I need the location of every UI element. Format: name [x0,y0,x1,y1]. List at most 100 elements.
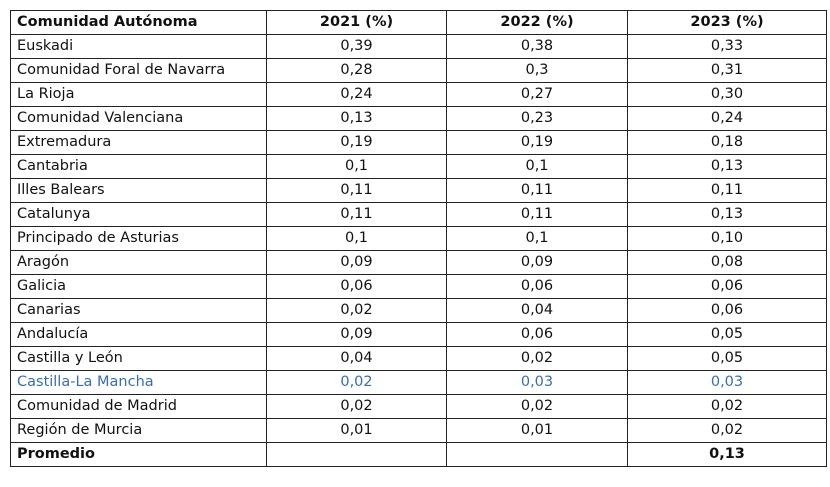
value-cell: 0,3 [446,58,628,83]
data-table: Comunidad Autónoma 2021 (%) 2022 (%) 2023 (… [10,10,827,467]
footer-row: Promedio 0,13 [10,442,827,467]
region-cell: Principado de Asturias [10,226,267,251]
value-cell: 0,02 [266,298,447,323]
footer-value: 0,13 [627,442,827,467]
table-row: Aragón 0,09 0,09 0,08 [10,250,827,275]
value-cell: 0,13 [627,202,827,227]
value-cell: 0,23 [446,106,628,131]
value-cell: 0,28 [266,58,447,83]
value-cell: 0,06 [266,274,447,299]
value-cell: 0,06 [627,298,827,323]
table-row: Comunidad Foral de Navarra 0,28 0,3 0,31 [10,58,827,83]
value-cell: 0,02 [627,418,827,443]
value-cell: 0,11 [446,202,628,227]
table-row: Euskadi 0,39 0,38 0,33 [10,34,827,59]
value-cell: 0,1 [446,226,628,251]
region-cell: Illes Balears [10,178,267,203]
region-cell: Región de Murcia [10,418,267,443]
table-footer: Promedio 0,13 [10,442,827,467]
value-cell: 0,10 [627,226,827,251]
region-cell: Euskadi [10,34,267,59]
table-row: Extremadura 0,19 0,19 0,18 [10,130,827,155]
value-cell: 0,38 [446,34,628,59]
region-cell: Castilla-La Mancha [10,370,267,395]
value-cell: 0,11 [266,202,447,227]
header-row: Comunidad Autónoma 2021 (%) 2022 (%) 2023 (… [10,10,827,35]
value-cell: 0,18 [627,130,827,155]
table-row: Comunidad de Madrid 0,02 0,02 0,02 [10,394,827,419]
value-cell: 0,04 [266,346,447,371]
value-cell: 0,06 [446,274,628,299]
region-cell: Cantabria [10,154,267,179]
value-cell: 0,1 [266,154,447,179]
value-cell: 0,09 [266,250,447,275]
value-cell: 0,1 [446,154,628,179]
value-cell: 0,02 [627,394,827,419]
footer-label: Promedio [10,442,267,467]
value-cell: 0,27 [446,82,628,107]
region-cell: Aragón [10,250,267,275]
region-cell: Comunidad Foral de Navarra [10,58,267,83]
value-cell: 0,11 [266,178,447,203]
value-cell: 0,19 [266,130,447,155]
value-cell: 0,05 [627,346,827,371]
value-cell: 0,03 [627,370,827,395]
value-cell: 0,03 [446,370,628,395]
region-cell: Castilla y León [10,346,267,371]
value-cell: 0,11 [627,178,827,203]
value-cell: 0,01 [446,418,628,443]
region-cell: Catalunya [10,202,267,227]
region-cell: Comunidad Valenciana [10,106,267,131]
table-row: Cantabria 0,1 0,1 0,13 [10,154,827,179]
value-cell: 0,39 [266,34,447,59]
table-header: Comunidad Autónoma 2021 (%) 2022 (%) 2023 (… [10,10,827,35]
header-cell: 2023 (%) [627,10,827,35]
table-body: Euskadi 0,39 0,38 0,33 Comunidad Foral de Na… [10,34,827,443]
region-cell: Canarias [10,298,267,323]
table-row: Castilla y León 0,04 0,02 0,05 [10,346,827,371]
value-cell: 0,31 [627,58,827,83]
table-row: Principado de Asturias 0,1 0,1 0,10 [10,226,827,251]
value-cell: 0,04 [446,298,628,323]
value-cell: 0,06 [446,322,628,347]
table-row: Canarias 0,02 0,04 0,06 [10,298,827,323]
header-cell: 2021 (%) [266,10,447,35]
value-cell: 0,09 [446,250,628,275]
value-cell: 0,19 [446,130,628,155]
table-row: Catalunya 0,11 0,11 0,13 [10,202,827,227]
region-cell: La Rioja [10,82,267,107]
value-cell: 0,1 [266,226,447,251]
empty-cell [266,442,447,467]
value-cell: 0,13 [627,154,827,179]
table-row: Región de Murcia 0,01 0,01 0,02 [10,418,827,443]
value-cell: 0,09 [266,322,447,347]
value-cell: 0,02 [266,370,447,395]
table-row: La Rioja 0,24 0,27 0,30 [10,82,827,107]
region-cell: Extremadura [10,130,267,155]
region-cell: Comunidad de Madrid [10,394,267,419]
value-cell: 0,24 [627,106,827,131]
value-cell: 0,01 [266,418,447,443]
value-cell: 0,30 [627,82,827,107]
header-cell: Comunidad Autónoma [10,10,267,35]
value-cell: 0,33 [627,34,827,59]
value-cell: 0,02 [266,394,447,419]
value-cell: 0,06 [627,274,827,299]
value-cell: 0,13 [266,106,447,131]
value-cell: 0,02 [446,394,628,419]
table-row: Castilla-La Mancha 0,02 0,03 0,03 [10,370,827,395]
table-row: Andalucía 0,09 0,06 0,05 [10,322,827,347]
table-row: Comunidad Valenciana 0,13 0,23 0,24 [10,106,827,131]
value-cell: 0,02 [446,346,628,371]
value-cell: 0,05 [627,322,827,347]
region-cell: Galicia [10,274,267,299]
header-cell: 2022 (%) [446,10,628,35]
value-cell: 0,24 [266,82,447,107]
table-row: Illes Balears 0,11 0,11 0,11 [10,178,827,203]
empty-cell [446,442,628,467]
region-cell: Andalucía [10,322,267,347]
table-row: Galicia 0,06 0,06 0,06 [10,274,827,299]
value-cell: 0,11 [446,178,628,203]
value-cell: 0,08 [627,250,827,275]
